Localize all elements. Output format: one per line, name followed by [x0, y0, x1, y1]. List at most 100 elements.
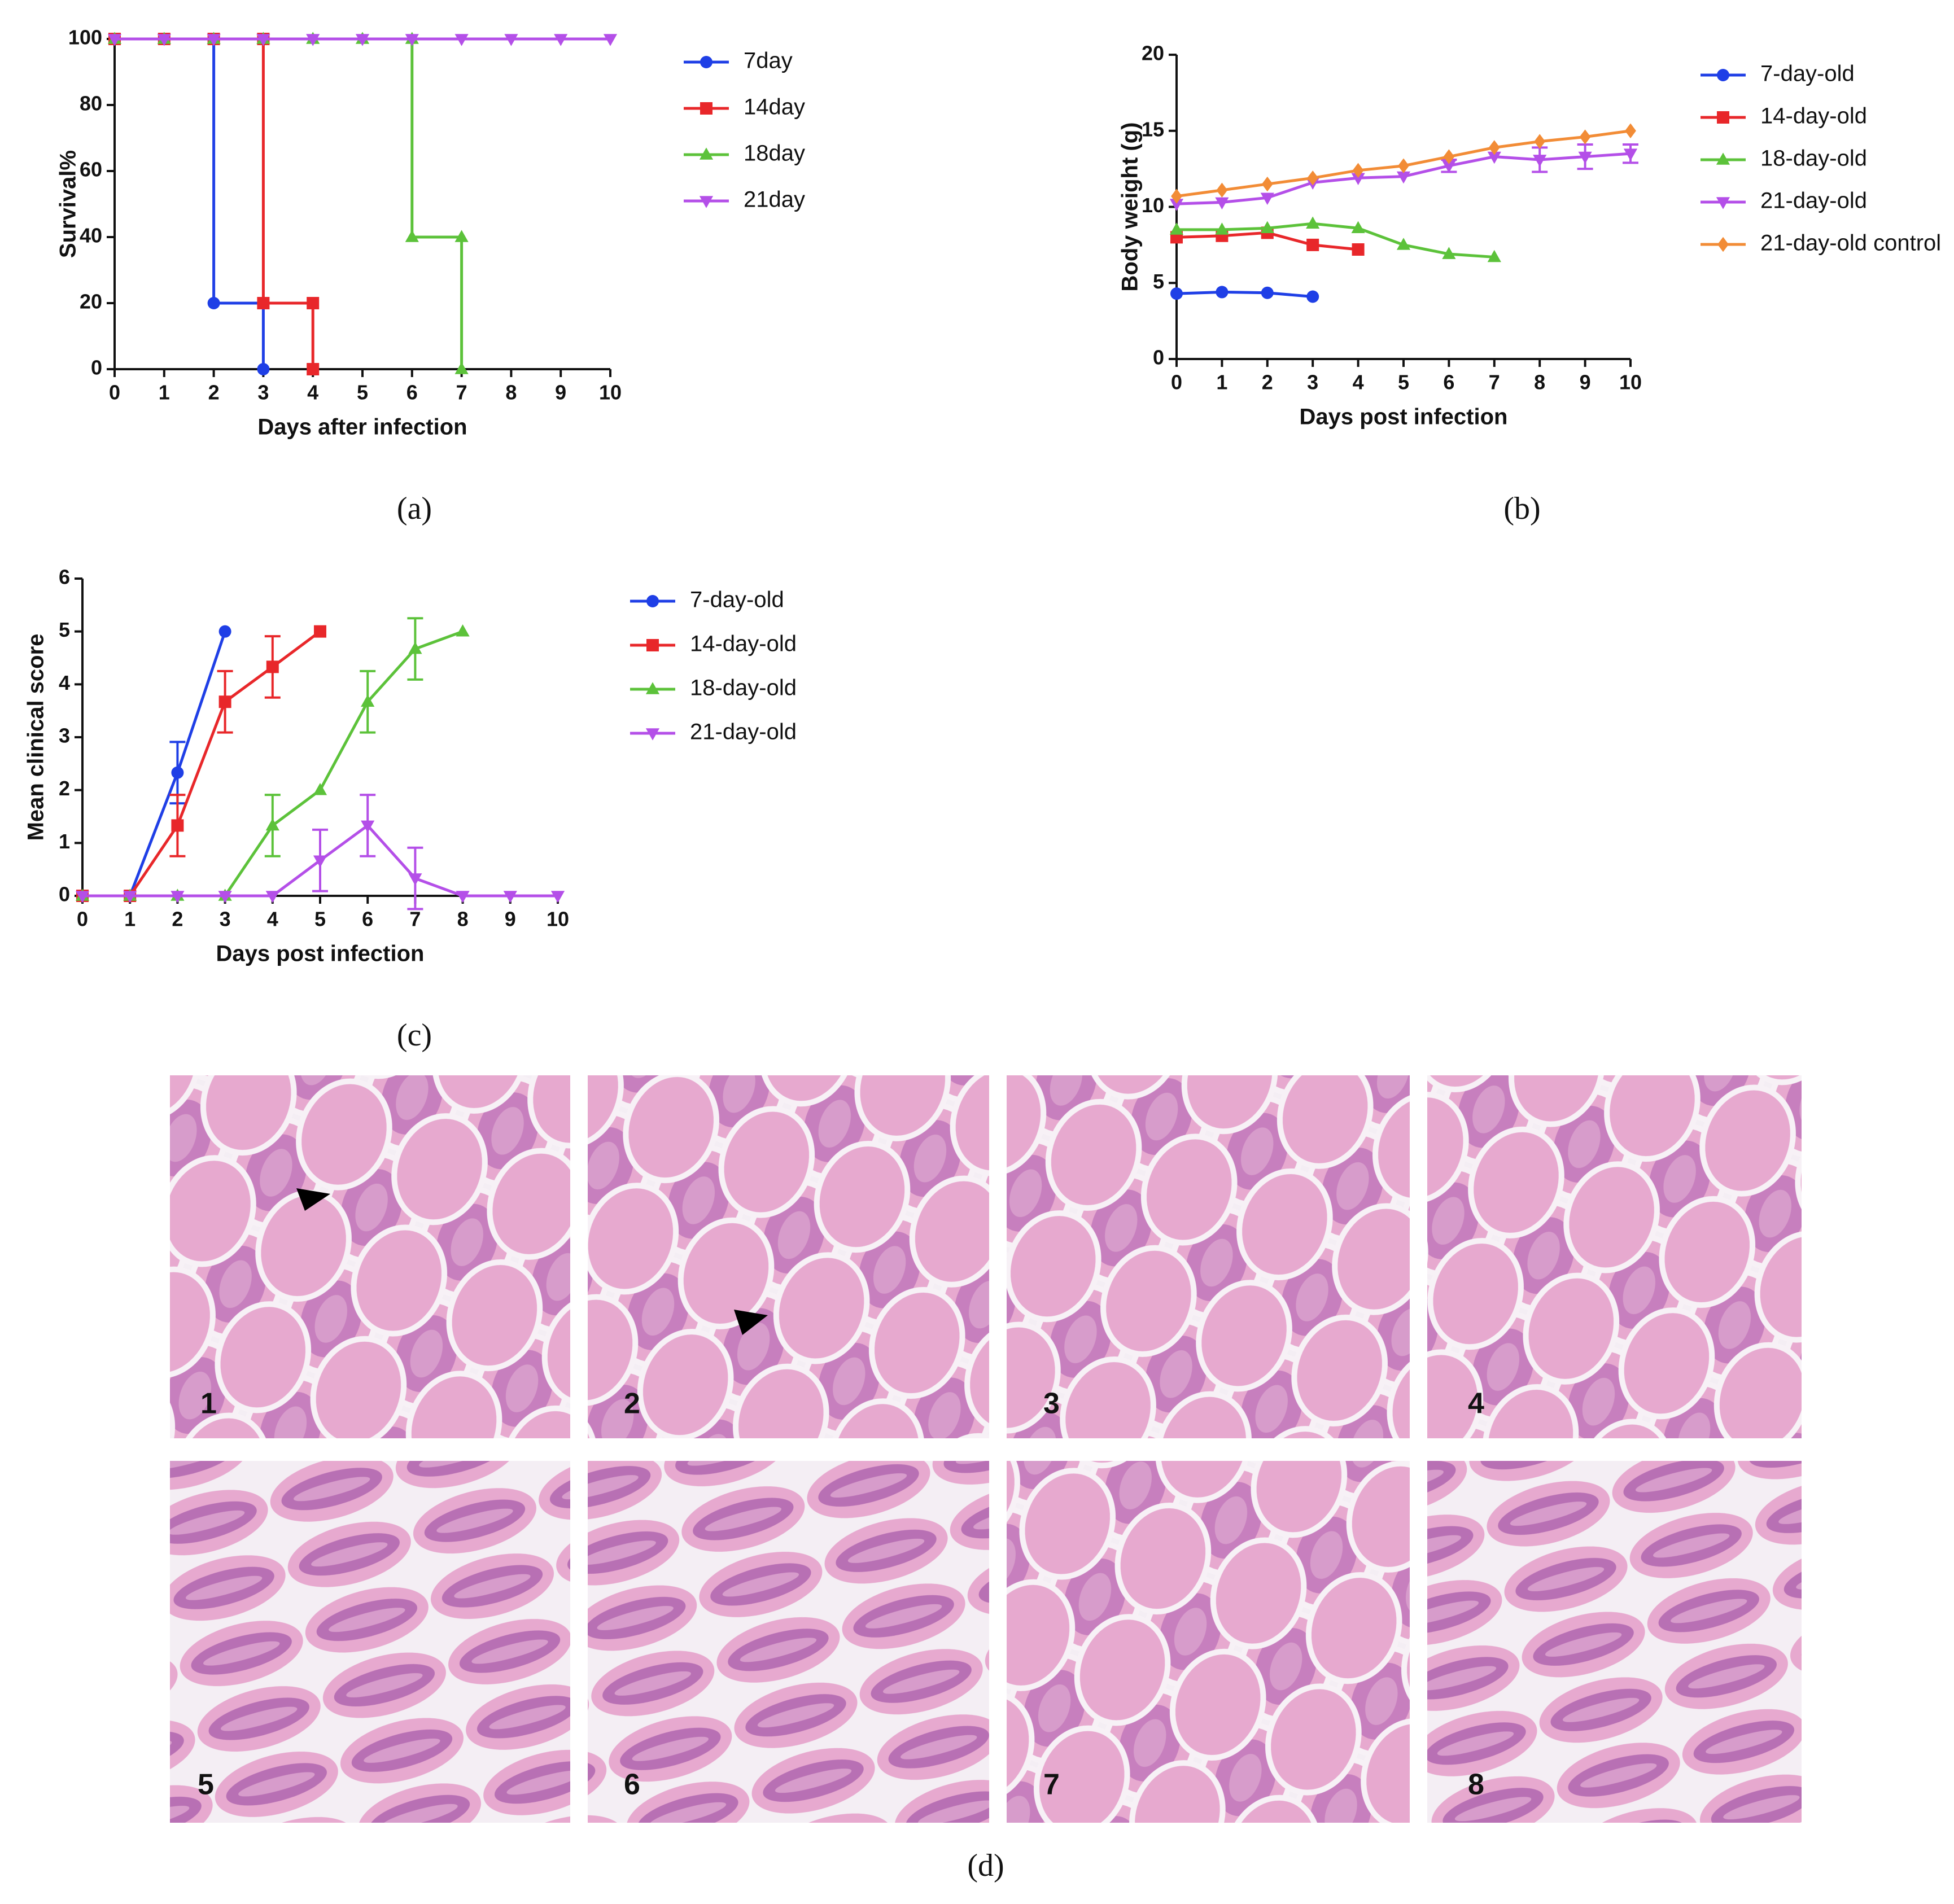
series-line — [1176, 290, 1313, 298]
y-tick-label: 80 — [80, 92, 102, 115]
legend-label: 14-day-old — [1760, 104, 1867, 129]
x-tick-label: 2 — [1262, 371, 1273, 394]
data-point — [1261, 286, 1274, 299]
series-line — [115, 37, 265, 369]
data-point — [408, 873, 422, 886]
image-label: 6 — [624, 1769, 640, 1801]
data-point — [1487, 151, 1501, 164]
y-tick-label: 20 — [1142, 42, 1164, 65]
x-tick-label: 6 — [1443, 371, 1454, 394]
y-tick-label: 3 — [59, 724, 70, 747]
panel-caption: (c) — [397, 1018, 432, 1053]
data-point — [1306, 238, 1319, 251]
data-point — [265, 818, 279, 831]
legend-marker — [700, 56, 712, 68]
data-point — [265, 891, 279, 903]
y-tick-label: 20 — [80, 290, 102, 313]
x-tick-label: 10 — [547, 908, 569, 931]
data-point — [123, 891, 137, 903]
x-tick-label: 1 — [159, 381, 170, 404]
x-tick-label: 5 — [1398, 371, 1409, 394]
data-point — [504, 34, 518, 46]
legend-label: 7day — [744, 49, 793, 73]
series-line — [1177, 222, 1494, 259]
data-point — [454, 362, 469, 374]
data-point — [1487, 250, 1501, 262]
data-point — [266, 660, 279, 673]
data-point — [1443, 149, 1455, 164]
data-point — [257, 363, 270, 375]
y-tick-label: 10 — [1142, 194, 1164, 217]
y-tick-label: 0 — [1153, 346, 1164, 369]
data-point — [1396, 171, 1411, 184]
data-point — [1351, 221, 1365, 234]
y-tick-label: 40 — [80, 224, 102, 247]
data-point — [361, 694, 375, 707]
data-point — [456, 624, 470, 637]
legend-label: 21-day-old control — [1760, 231, 1941, 256]
x-tick-label: 8 — [505, 381, 517, 404]
legend-marker — [646, 595, 659, 607]
x-tick-label: 2 — [172, 908, 183, 931]
x-tick-label: 10 — [1619, 371, 1642, 394]
data-point — [1216, 182, 1228, 198]
legend-marker — [1716, 152, 1730, 165]
x-tick-label: 6 — [362, 908, 373, 931]
data-point — [1534, 134, 1546, 149]
legend-marker — [1717, 69, 1729, 81]
data-point — [157, 34, 171, 46]
panel-caption: (a) — [397, 491, 432, 526]
x-tick-label: 3 — [1307, 371, 1318, 394]
data-point — [171, 819, 184, 832]
image-label: 1 — [200, 1387, 217, 1420]
x-tick-label: 7 — [456, 381, 467, 404]
data-point — [1352, 243, 1365, 256]
x-tick-label: 3 — [257, 381, 269, 404]
data-point — [171, 891, 185, 903]
data-point — [307, 297, 320, 309]
series-line — [82, 630, 321, 898]
x-tick-label: 4 — [1353, 371, 1364, 394]
x-axis-title: Days post infection — [216, 942, 425, 966]
data-point — [1352, 163, 1364, 178]
histology-image — [588, 1075, 989, 1438]
histology-image — [1427, 1075, 1802, 1438]
data-point — [355, 34, 370, 46]
x-tick-label: 7 — [409, 908, 421, 931]
data-point — [1396, 238, 1411, 250]
legend-marker — [1717, 111, 1729, 124]
data-point — [107, 34, 122, 46]
legend-marker — [645, 728, 660, 741]
legend-marker — [1717, 237, 1729, 252]
y-tick-label: 2 — [59, 777, 70, 800]
x-tick-label: 2 — [208, 381, 220, 404]
data-point — [1625, 123, 1636, 138]
data-point — [218, 695, 231, 708]
data-point — [554, 34, 568, 46]
legend-marker — [1716, 197, 1730, 209]
legend-label: 14-day-old — [690, 632, 797, 656]
data-point — [456, 891, 470, 903]
data-point — [405, 230, 419, 242]
y-tick-label: 1 — [59, 830, 70, 853]
data-point — [1579, 129, 1591, 145]
y-tick-label: 60 — [80, 158, 102, 181]
data-point — [207, 34, 221, 46]
x-axis-title: Days post infection — [1300, 405, 1508, 430]
data-point — [207, 297, 220, 309]
y-axis-title: Survival% — [56, 150, 81, 258]
histology-image — [1427, 1461, 1802, 1823]
data-point — [361, 820, 375, 833]
legend-label: 18-day-old — [1760, 146, 1867, 171]
data-point — [171, 766, 184, 779]
data-point — [503, 891, 517, 903]
data-point — [1307, 170, 1319, 186]
data-point — [306, 34, 320, 46]
data-point — [454, 230, 469, 242]
data-point — [257, 297, 270, 309]
y-tick-label: 6 — [59, 566, 70, 589]
y-tick-label: 4 — [59, 671, 70, 694]
data-point — [1398, 158, 1409, 173]
image-label: 2 — [624, 1387, 640, 1420]
